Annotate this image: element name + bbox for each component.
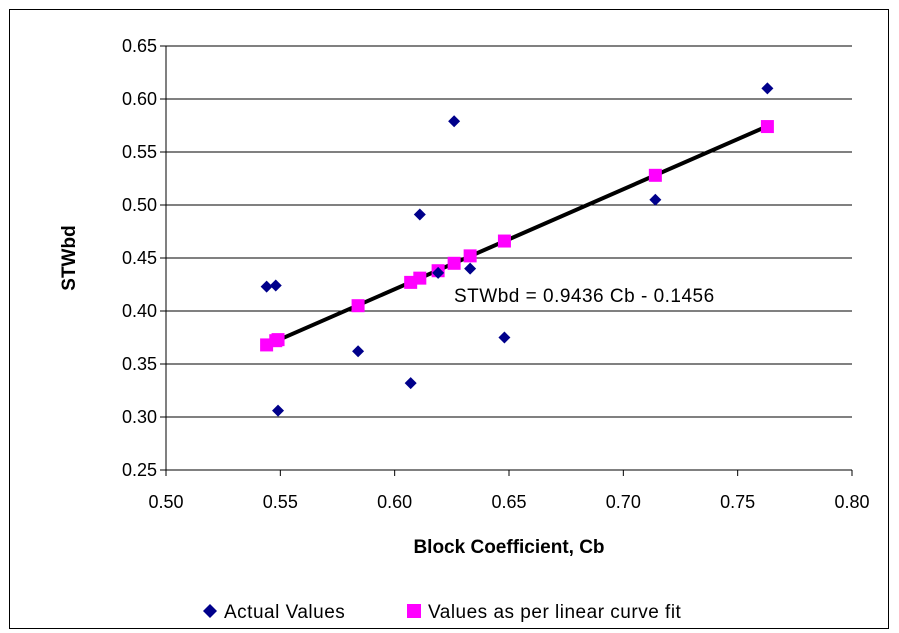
actual-value-marker-11: [761, 82, 774, 95]
actual-value-marker-9: [498, 331, 511, 344]
actual-value-marker-4: [404, 377, 417, 390]
x-tick-label: 0.50: [148, 492, 183, 512]
chart-frame: [9, 9, 889, 629]
x-tick-label: 0.70: [606, 492, 641, 512]
legend-marker-linear-fit: [407, 604, 421, 618]
y-tick-label: 0.65: [122, 36, 157, 56]
legend: Actual Values Values as per linear curve…: [203, 602, 682, 623]
actual-value-marker-5: [413, 208, 426, 221]
x-tick-label: 0.80: [834, 492, 869, 512]
fit-value-marker-7: [447, 256, 461, 270]
axes: [165, 46, 853, 476]
legend-label-actual-values: Actual Values: [224, 602, 345, 623]
legend-marker-actual-values: [203, 604, 217, 618]
y-tick-label: 0.25: [122, 460, 157, 480]
y-tick-label: 0.55: [122, 142, 157, 162]
actual-value-marker-10: [649, 193, 662, 206]
fit-value-marker-11: [760, 120, 774, 134]
y-tick-label: 0.60: [122, 89, 157, 109]
x-tick-label: 0.65: [491, 492, 526, 512]
actual-value-marker-6: [432, 266, 445, 279]
y-tick-label: 0.30: [122, 407, 157, 427]
equation-annotation: STWbd = 0.9436 Cb - 0.1456: [454, 286, 715, 307]
fit-value-marker-3: [351, 299, 365, 313]
y-tick-labels: 0.25 0.30 0.35 0.40 0.45 0.50 0.55 0.60 0.65: [122, 36, 157, 480]
actual-value-marker-3: [352, 345, 365, 358]
actual-value-marker-8: [464, 262, 477, 275]
actual-value-marker-1: [269, 279, 282, 292]
x-axis-title: Block Coefficient, Cb: [413, 537, 604, 558]
x-tick-label: 0.55: [263, 492, 298, 512]
trendline-group: [265, 124, 769, 348]
x-tick-labels: 0.50 0.55 0.60 0.65 0.70 0.75 0.80: [148, 492, 869, 512]
y-tick-label: 0.40: [122, 301, 157, 321]
legend-label-linear-fit: Values as per linear curve fit: [428, 602, 682, 623]
x-tick-label: 0.75: [720, 492, 755, 512]
fit-value-marker-10: [648, 168, 662, 182]
x-tick-label: 0.60: [377, 492, 412, 512]
fit-value-marker-8: [463, 249, 477, 263]
trendline: [265, 124, 769, 348]
y-tick-label: 0.50: [122, 195, 157, 215]
y-tick-label: 0.35: [122, 354, 157, 374]
series-group: [260, 82, 774, 417]
actual-value-marker-7: [448, 115, 461, 128]
actual-value-marker-0: [260, 280, 273, 293]
fit-value-marker-2: [271, 333, 285, 347]
fit-value-marker-9: [497, 234, 511, 248]
y-tick-label: 0.45: [122, 248, 157, 268]
actual-value-marker-2: [272, 404, 285, 417]
y-axis-title: STWbd: [59, 225, 80, 290]
fit-value-marker-5: [413, 271, 427, 285]
